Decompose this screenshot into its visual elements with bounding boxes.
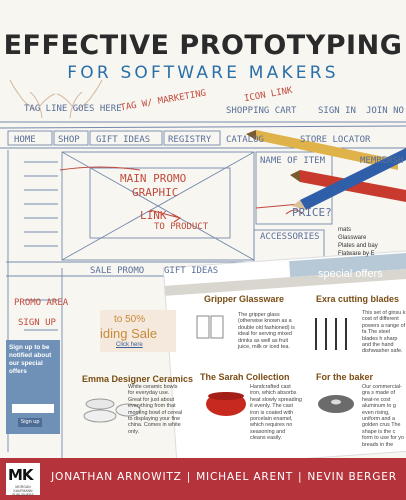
author-name: JONATHAN ARNOWITZ bbox=[51, 471, 182, 483]
column-title: Exra cutting blades bbox=[316, 294, 400, 304]
author-band bbox=[0, 458, 406, 500]
sketch-sign-in: SIGN IN bbox=[318, 106, 356, 116]
book-subtitle: FOR SOFTWARE MAKERS bbox=[67, 63, 339, 83]
column-title: Gripper Glassware bbox=[204, 294, 285, 304]
product-knives-photo bbox=[315, 318, 347, 350]
sketch-price: PRICE? bbox=[292, 206, 332, 219]
column-text: Our commercial-gra s made of heat-re cos… bbox=[362, 384, 404, 448]
column-text: This set of ginsu k cost of different po… bbox=[362, 310, 406, 355]
sale-percent: to 50% bbox=[114, 314, 146, 325]
signup-email-input[interactable] bbox=[12, 404, 54, 413]
sale-click-here-link[interactable]: Click here bbox=[116, 342, 143, 348]
product-pot-photo bbox=[206, 392, 246, 416]
sketch-accessories: ACCESSORIES bbox=[260, 232, 320, 242]
sketch-sale-promo: SALE PROMO bbox=[90, 266, 145, 276]
sketch-gift-ideas: GIFT IDEAS bbox=[164, 266, 219, 276]
sketch-graphic: GRAPHIC bbox=[132, 186, 179, 199]
sketch-tab-shop: SHOP bbox=[58, 135, 80, 145]
publisher-logo: MK MORGAN KAUFMANN PUBLISHERS bbox=[6, 463, 40, 497]
signup-button[interactable]: Sign up bbox=[20, 419, 40, 425]
sketch-tab-home: HOME bbox=[14, 135, 36, 145]
related-item[interactable]: Flatware by E bbox=[338, 251, 375, 257]
book-title: EFFECTIVE PROTOTYPING bbox=[3, 30, 403, 61]
sketch-sign-up: SIGN UP bbox=[18, 318, 56, 328]
sketch-join-now: JOIN NO bbox=[366, 106, 404, 116]
sale-title: iding Sale bbox=[100, 326, 158, 341]
author-name: NEVIN BERGER bbox=[307, 471, 397, 483]
author-list: JONATHAN ARNOWITZ | MICHAEL ARENT | NEVIN BE… bbox=[44, 471, 404, 483]
column-title: Emma Designer Ceramics bbox=[82, 374, 194, 384]
related-item[interactable]: Glassware bbox=[338, 235, 367, 241]
sketch-main-promo: MAIN PROMO bbox=[120, 172, 187, 185]
publisher-name: MORGAN KAUFMANN PUBLISHERS bbox=[12, 485, 34, 497]
product-bundt-pan-photo bbox=[318, 395, 354, 413]
related-item[interactable]: Plates and bay bbox=[338, 243, 378, 249]
author-separator: | bbox=[298, 471, 303, 483]
sketch-promo-area: PROMO AREA bbox=[14, 298, 69, 308]
sketch-shopping-cart: SHOPPING CART bbox=[226, 106, 297, 116]
sketch-tab-gift-ideas: GIFT IDEAS bbox=[96, 135, 151, 145]
column-text: Handcrafted cast iron, which absorbs hea… bbox=[250, 384, 302, 442]
publisher-logo-mark: MK bbox=[8, 466, 34, 484]
sketch-link: LINK bbox=[140, 209, 167, 222]
sketch-membership: MEMBERSH bbox=[360, 156, 404, 166]
sketch-tag-line: TAG LINE GOES HERE bbox=[24, 104, 122, 114]
sketch-name-of-item: NAME OF ITEM bbox=[260, 156, 326, 166]
special-offers-heading: special offers bbox=[318, 268, 383, 280]
related-items-list: mats Glassware Plates and bay Flatware b… bbox=[338, 226, 378, 258]
pencil-illustration bbox=[246, 130, 406, 210]
sketch-tab-catalog: CATALOG bbox=[226, 135, 264, 145]
sketch-to-product: TO PRODUCT bbox=[154, 222, 209, 232]
signup-text: Sign up to be notified about our special… bbox=[9, 344, 52, 375]
product-bowls-photo bbox=[83, 398, 141, 423]
author-separator: | bbox=[186, 471, 192, 483]
related-item[interactable]: mats bbox=[338, 227, 352, 233]
column-title: The Sarah Collection bbox=[200, 372, 290, 382]
sketch-tab-store-locator: STORE LOCATOR bbox=[300, 135, 371, 145]
column-text: The gripper glass (otherwise known as a … bbox=[238, 312, 295, 351]
sketch-tab-registry: REGISTRY bbox=[168, 135, 212, 145]
column-title: For the baker bbox=[316, 372, 374, 382]
author-name: MICHAEL ARENT bbox=[196, 471, 294, 483]
column-text: White ceramic bowls for everyday use. Gr… bbox=[128, 384, 183, 435]
product-glasses-photo bbox=[196, 315, 224, 339]
